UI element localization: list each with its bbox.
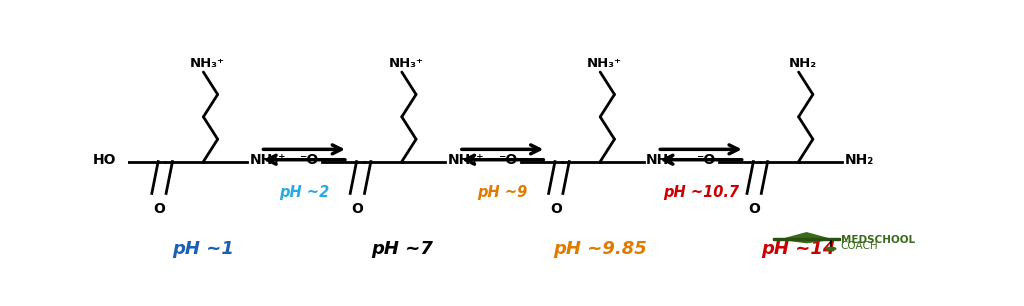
Text: NH₃⁺: NH₃⁺ [388, 57, 423, 70]
Text: NH₃⁺: NH₃⁺ [587, 57, 622, 70]
Text: NH₂: NH₂ [845, 153, 873, 167]
Text: COACH: COACH [841, 241, 879, 251]
Text: HO: HO [92, 153, 116, 167]
Text: NH₃⁺: NH₃⁺ [447, 153, 484, 167]
Text: O: O [749, 202, 760, 216]
Text: O: O [153, 202, 165, 216]
Text: pH ~7: pH ~7 [371, 240, 433, 258]
Text: pH ~1: pH ~1 [172, 240, 234, 258]
Text: ⁻O: ⁻O [696, 153, 715, 167]
Polygon shape [773, 238, 840, 240]
Text: ⁻O: ⁻O [498, 153, 517, 167]
Text: pH ~10.7: pH ~10.7 [663, 185, 739, 200]
Text: O: O [351, 202, 364, 216]
Text: pH ~2: pH ~2 [280, 185, 330, 200]
Text: pH ~9: pH ~9 [477, 185, 527, 200]
Text: NH₃⁺: NH₃⁺ [189, 57, 225, 70]
Text: pH ~9.85: pH ~9.85 [553, 240, 647, 258]
Text: NH₂: NH₂ [788, 57, 816, 70]
Text: MEDSCHOOL: MEDSCHOOL [841, 235, 914, 245]
Text: NH₂: NH₂ [646, 153, 676, 167]
Text: ⁻O: ⁻O [299, 153, 318, 167]
Text: NH₃⁺: NH₃⁺ [250, 153, 286, 167]
Polygon shape [782, 233, 830, 243]
Circle shape [826, 247, 836, 250]
Text: O: O [550, 202, 562, 216]
Text: pH ~14: pH ~14 [762, 240, 836, 258]
